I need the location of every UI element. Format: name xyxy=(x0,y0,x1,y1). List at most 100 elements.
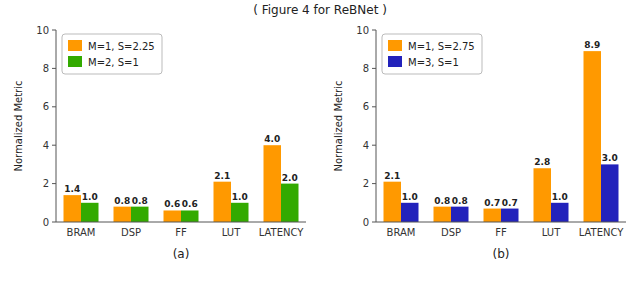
data-label: 0.7 xyxy=(484,198,500,208)
bar xyxy=(551,203,569,222)
x-tick-label: LATENCY xyxy=(579,227,625,238)
bar xyxy=(131,207,149,222)
legend-entry: M=1, S=2.75 xyxy=(408,41,475,52)
data-label: 0.8 xyxy=(114,196,130,206)
bar xyxy=(64,195,82,222)
data-label: 0.8 xyxy=(434,196,450,206)
bar xyxy=(114,207,132,222)
data-label: 0.6 xyxy=(182,199,198,209)
data-labels: 1.4 0.8 0.6 2.1 4.0 1.0 0.8 0.6 1.0 2.0 xyxy=(64,134,297,209)
bar xyxy=(181,210,199,222)
data-labels: 2.1 0.8 0.7 2.8 8.9 1.0 0.8 0.7 1.0 3.0 xyxy=(384,40,617,207)
y-tick-label: 8 xyxy=(363,63,369,74)
data-label: 2.1 xyxy=(384,171,400,181)
y-tick xyxy=(52,222,56,223)
x-tick-label: BRAM xyxy=(67,227,96,238)
x-tick-label: LUT xyxy=(222,227,241,238)
x-tick-label: BRAM xyxy=(387,227,416,238)
x-axis-label: (a) xyxy=(173,247,190,261)
y-tick-label: 4 xyxy=(363,140,369,151)
bar xyxy=(601,164,619,222)
y-tick-label: 10 xyxy=(356,25,369,36)
legend-entry: M=2, S=1 xyxy=(88,57,139,68)
bar xyxy=(534,168,552,222)
data-label: 2.8 xyxy=(534,157,550,167)
x-tick-label: FF xyxy=(175,227,187,238)
y-tick-label: 0 xyxy=(363,217,369,228)
legend-box xyxy=(382,34,482,74)
legend: M=1, S=2.25 M=2, S=1 xyxy=(62,34,162,74)
bar xyxy=(434,207,452,222)
legend-entry: M=3, S=1 xyxy=(408,57,459,68)
y-tick xyxy=(52,30,56,31)
data-label: 2.1 xyxy=(214,171,230,181)
bar xyxy=(584,51,602,222)
data-label: 0.8 xyxy=(132,196,148,206)
legend-swatch xyxy=(68,40,82,51)
data-label: 1.0 xyxy=(402,192,418,202)
data-label: 4.0 xyxy=(264,134,280,144)
x-tick-label: FF xyxy=(495,227,507,238)
y-tick-label: 8 xyxy=(43,63,49,74)
y-tick xyxy=(372,145,376,146)
data-label: 0.8 xyxy=(452,196,468,206)
y-tick xyxy=(372,68,376,69)
data-label: 0.7 xyxy=(502,198,518,208)
data-label: 2.0 xyxy=(282,173,298,183)
data-label: 0.6 xyxy=(164,199,180,209)
x-tick-label: LUT xyxy=(542,227,561,238)
y-tick xyxy=(52,106,56,107)
data-label: 1.0 xyxy=(82,192,98,202)
data-label: 3.0 xyxy=(602,153,618,163)
legend-box xyxy=(62,34,162,74)
bar xyxy=(501,209,519,222)
y-tick xyxy=(52,183,56,184)
bar xyxy=(401,203,419,222)
y-tick-label: 2 xyxy=(363,178,369,189)
y-tick-label: 2 xyxy=(43,178,49,189)
bar xyxy=(451,207,469,222)
legend: M=1, S=2.75 M=3, S=1 xyxy=(382,34,482,74)
y-tick xyxy=(52,145,56,146)
data-label: 8.9 xyxy=(584,40,600,50)
figure-title: ( Figure 4 for ReBNet ) xyxy=(253,3,387,17)
panel: 0 2 4 6 8 10 1.4 0.8 0.6 2.1 4.0 1.0 0.8 0.6 1.0 2.0 BRA… xyxy=(13,25,306,262)
y-axis xyxy=(376,30,377,222)
y-tick xyxy=(372,183,376,184)
legend-swatch xyxy=(388,40,402,51)
x-axis xyxy=(376,222,626,223)
y-tick xyxy=(372,222,376,223)
x-axis-label: (b) xyxy=(493,247,510,261)
data-label: 1.0 xyxy=(552,192,568,202)
x-tick-label: LATENCY xyxy=(259,227,305,238)
bar xyxy=(484,209,502,222)
bars xyxy=(384,51,619,222)
bar xyxy=(164,210,182,222)
figure: ( Figure 4 for ReBNet ) 0 2 4 6 8 10 1.4 0.8 0.6 2… xyxy=(0,0,640,285)
bar xyxy=(281,184,299,222)
bar xyxy=(231,203,249,222)
x-tick-label: DSP xyxy=(121,227,141,238)
y-tick xyxy=(372,30,376,31)
y-tick xyxy=(372,106,376,107)
panel: 0 2 4 6 8 10 2.1 0.8 0.7 2.8 8.9 1.0 0.8 0.7 1.0 3.0 BRA… xyxy=(333,25,626,262)
y-tick-label: 10 xyxy=(36,25,49,36)
y-tick-label: 6 xyxy=(43,101,49,112)
legend-entry: M=1, S=2.25 xyxy=(88,41,155,52)
y-tick-label: 4 xyxy=(43,140,49,151)
data-label: 1.4 xyxy=(64,184,80,194)
x-tick-label: DSP xyxy=(441,227,461,238)
bar xyxy=(81,203,99,222)
bar xyxy=(264,145,282,222)
y-axis-label: Normalized Metric xyxy=(333,81,344,172)
y-tick-label: 0 xyxy=(43,217,49,228)
bars xyxy=(64,145,299,222)
y-axis xyxy=(56,30,57,222)
bar xyxy=(214,182,232,222)
y-tick xyxy=(52,68,56,69)
y-axis-label: Normalized Metric xyxy=(13,81,24,172)
data-label: 1.0 xyxy=(232,192,248,202)
legend-swatch xyxy=(68,56,82,67)
y-tick-label: 6 xyxy=(363,101,369,112)
x-axis xyxy=(56,222,306,223)
